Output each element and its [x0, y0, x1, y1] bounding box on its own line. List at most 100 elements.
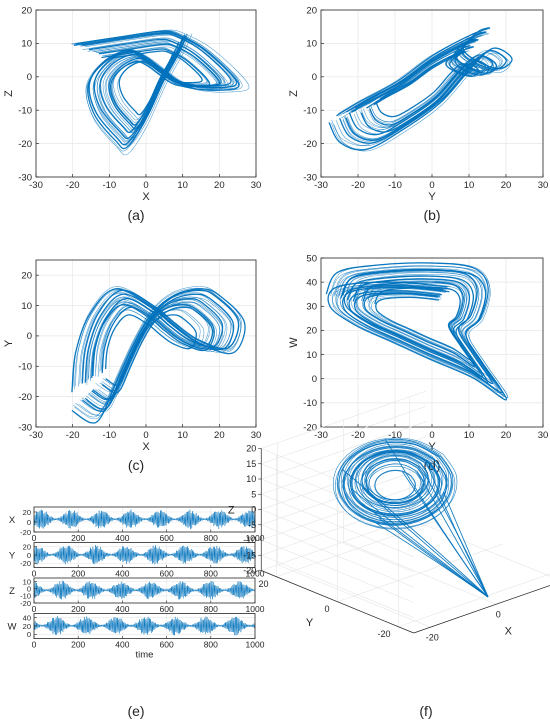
y-tick-label: -10 [18, 362, 32, 373]
x-tick-label: 1000 [246, 569, 265, 579]
y-axis-label: Z [288, 90, 300, 97]
x-tick-label: -10 [388, 180, 402, 191]
x-axis-label: time [136, 650, 154, 661]
series-line [347, 443, 444, 514]
z-tick-label: -20 [243, 566, 256, 576]
y-tick-label: 0 [27, 518, 31, 527]
x-tick-label: -30 [314, 430, 328, 441]
x-axis-label: X [142, 441, 150, 453]
x-tick-label: 200 [71, 533, 85, 543]
series-line [344, 445, 447, 520]
x-tick-label: -30 [29, 180, 43, 191]
z-tick-label: 0 [251, 505, 256, 515]
y-tick-label: -20 [20, 599, 31, 608]
x-tick-label: 800 [204, 640, 218, 650]
y-axis-label: W [8, 622, 17, 633]
x-tick-label: 600 [160, 604, 174, 614]
x-tick-label: 10 [464, 180, 475, 191]
y-axis-label: W [288, 337, 300, 348]
y-tick-label: -20 [303, 139, 317, 150]
y-axis-label: Y [306, 617, 314, 629]
subplot-caption: (b) [423, 207, 440, 223]
plot-area [34, 507, 255, 532]
y-tick-label: 10 [306, 350, 317, 361]
series-line [84, 293, 235, 410]
x-tick-label: 20 [214, 180, 225, 191]
axis-line-x [413, 585, 550, 634]
series-line [361, 458, 429, 508]
x-tick-label: -30 [29, 430, 43, 441]
series-line [330, 262, 508, 398]
data-series [332, 437, 489, 598]
series-line [73, 31, 240, 150]
x-tick-label: -20 [66, 430, 80, 441]
x-tick-label: 10 [177, 430, 188, 441]
y-axis-label: Z [9, 586, 15, 597]
series-line [443, 491, 489, 598]
series-line [343, 35, 503, 141]
y-tick-label: -30 [18, 422, 32, 433]
series-line [336, 440, 454, 526]
series-line [374, 469, 416, 501]
series-line [71, 29, 250, 156]
series-line [335, 32, 507, 146]
y-tick-label: -10 [18, 106, 32, 117]
x-tick-label: 0 [429, 180, 434, 191]
x-tick-label: 30 [538, 430, 549, 441]
series-line [72, 286, 242, 418]
x-tick-label: 30 [251, 430, 262, 441]
y-tick-label: 20 [258, 579, 268, 589]
data-series [71, 286, 246, 424]
series-line [416, 471, 489, 598]
x-axis-label: Y [428, 441, 436, 453]
axes-frame [33, 506, 256, 533]
x-tick-label: -20 [66, 180, 80, 191]
y-axis-label: X [9, 515, 16, 526]
subplot-caption: (e) [127, 703, 144, 719]
series-line [101, 306, 214, 394]
x-tick-label: 20 [501, 430, 512, 441]
z-tick-label: -5 [248, 520, 256, 530]
y-tick-label: 50 [306, 253, 317, 264]
y-axis-label: Y [9, 551, 16, 562]
x-tick-label: 20 [501, 180, 512, 191]
series-line [361, 487, 489, 598]
series-line [360, 459, 431, 511]
grid-line [398, 573, 550, 628]
y-tick-label: 20 [23, 622, 31, 631]
series-line [79, 293, 232, 411]
y-tick-label: 10 [23, 577, 31, 586]
x-axis-label: X [505, 625, 513, 637]
series-line [81, 289, 240, 412]
x-tick-label: 0 [32, 640, 37, 650]
x-tick-label: 400 [115, 533, 129, 543]
x-tick-label: 0 [32, 569, 37, 579]
y-tick-label: -20 [377, 629, 390, 639]
subplot-c: -30 -20 -10 0 10 20 30 -30 -20 -10 0 10 20 X Y (c) [3, 259, 262, 473]
x-tick-label: 200 [71, 604, 85, 614]
grid-line [409, 518, 550, 577]
x-tick-label: 600 [160, 640, 174, 650]
y-tick-label: 40 [23, 613, 31, 622]
x-tick-label: -10 [388, 430, 402, 441]
y-tick-label: -20 [18, 392, 32, 403]
y-tick-label: 10 [21, 39, 32, 50]
z-tick-label: 10 [246, 474, 256, 484]
y-tick-label: 0 [27, 72, 32, 83]
x-tick-label: 30 [538, 180, 549, 191]
x-tick-label: 0 [32, 533, 37, 543]
axis-line-y [261, 570, 414, 634]
x-tick-label: 0 [143, 180, 148, 191]
y-tick-label: 10 [21, 301, 32, 312]
y-tick-label: 0 [324, 604, 329, 614]
x-tick-label: 800 [204, 569, 218, 579]
series-line [325, 262, 507, 401]
grid-line [337, 543, 503, 603]
subplot-caption: (f) [419, 703, 432, 719]
x-tick-label: 200 [71, 569, 85, 579]
